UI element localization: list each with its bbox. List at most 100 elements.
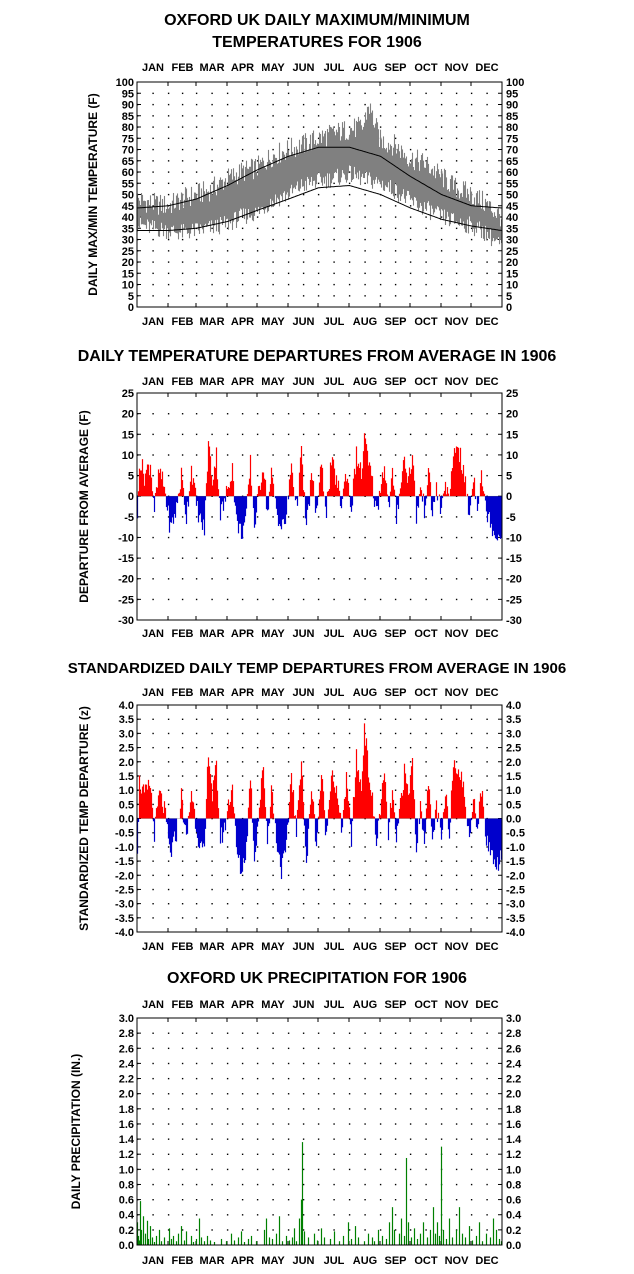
grid-dot: [348, 746, 351, 749]
grid-dot: [333, 1153, 335, 1155]
grid-dot: [364, 250, 366, 252]
grid-dot: [241, 1077, 244, 1080]
month-label-bottom: SEP: [384, 941, 406, 953]
y-tick-left: -3.0: [115, 899, 134, 911]
grid-dot: [455, 103, 458, 106]
grid-dot: [241, 718, 244, 720]
grid-dot: [333, 227, 335, 230]
grid-dot: [226, 903, 229, 905]
grid-dot: [348, 860, 351, 862]
grid-dot: [272, 283, 274, 286]
grid-dot: [302, 832, 305, 834]
grid-dot: [287, 746, 290, 749]
y-tick-left: 65: [122, 156, 134, 168]
grid-dot: [379, 1153, 382, 1155]
grid-dot: [181, 732, 184, 735]
grid-dot: [486, 148, 488, 151]
month-label-top: AUG: [353, 999, 377, 1011]
grid-dot: [302, 103, 305, 106]
grid-dot: [409, 860, 412, 862]
grid-dot: [226, 160, 229, 162]
grid-dot: [455, 193, 458, 196]
grid-dot: [317, 433, 320, 436]
grid-dot: [181, 238, 184, 241]
grid-dot: [317, 1138, 320, 1140]
grid-dot: [425, 1229, 427, 1231]
grid-dot: [272, 261, 274, 263]
month-label-top: MAY: [261, 687, 285, 699]
grid-dot: [317, 1077, 320, 1080]
grid-dot: [317, 193, 320, 196]
grid-dot: [152, 903, 154, 905]
grid-dot: [486, 171, 488, 173]
grid-dot: [241, 888, 244, 891]
grid-dot: [195, 137, 198, 140]
grid-dot: [333, 516, 335, 518]
grid-dot: [302, 888, 305, 891]
month-label-top: OCT: [414, 687, 438, 699]
grid-dot: [470, 126, 473, 128]
y-tick-right: 4.0: [506, 700, 521, 712]
grid-dot: [486, 746, 488, 749]
month-label-bottom: AUG: [353, 1255, 377, 1267]
grid-dot: [211, 103, 213, 106]
grid-dot: [287, 832, 290, 834]
grid-dot: [226, 283, 229, 286]
grid-dot: [379, 1168, 382, 1171]
grid-dot: [226, 1123, 229, 1125]
grid-dot: [195, 917, 198, 919]
grid-dot: [317, 126, 320, 128]
y-tick-right: 100: [506, 77, 524, 89]
grid-dot: [348, 761, 351, 763]
grid-dot: [364, 1138, 366, 1140]
y-tick-left: 75: [122, 133, 134, 145]
grid-dot: [256, 789, 259, 791]
grid-dot: [167, 182, 170, 185]
grid-dot: [486, 250, 488, 252]
grid-dot: [287, 789, 290, 791]
month-label-bottom: SEP: [384, 1255, 406, 1267]
grid-dot: [241, 557, 244, 559]
grid-dot: [333, 216, 335, 218]
grid-dot: [440, 803, 443, 806]
grid-dot: [455, 1214, 458, 1216]
grid-dot: [425, 413, 427, 415]
grid-dot: [348, 1214, 351, 1216]
grid-dot: [440, 888, 443, 891]
grid-dot: [167, 775, 170, 777]
grid-dot: [226, 1093, 229, 1095]
grid-dot: [425, 1199, 427, 1201]
grid-dot: [211, 261, 213, 263]
grid-dot: [256, 1108, 259, 1110]
grid-dot: [379, 1032, 382, 1034]
grid-dot: [455, 171, 458, 173]
grid-dot: [241, 1123, 244, 1125]
grid-dot: [226, 761, 229, 763]
month-label-top: JUN: [292, 999, 314, 1011]
grid-dot: [455, 557, 458, 559]
grid-dot: [317, 789, 320, 791]
grid-dot: [272, 860, 274, 862]
month-label-top: NOV: [445, 62, 470, 74]
grid-dot: [440, 789, 443, 791]
y-tick-right: -25: [506, 594, 522, 606]
y-tick-right: -1.5: [506, 856, 525, 868]
grid-dot: [486, 1062, 488, 1065]
grid-dot: [470, 874, 473, 877]
y-tick-right: 0.2: [506, 1225, 521, 1237]
grid-dot: [167, 789, 170, 791]
grid-dot: [167, 860, 170, 862]
grid-dot: [287, 126, 290, 128]
grid-dot: [226, 250, 229, 252]
grid-dot: [486, 1168, 488, 1171]
grid-dot: [333, 1093, 335, 1095]
grid-dot: [317, 1047, 320, 1050]
grid-dot: [317, 261, 320, 263]
month-label-top: DEC: [475, 999, 498, 1011]
grid-dot: [470, 1062, 473, 1065]
grid-dot: [379, 1229, 382, 1231]
month-label-top: APR: [231, 62, 254, 74]
grid-dot: [409, 832, 412, 834]
grid-dot: [409, 557, 412, 559]
grid-dot: [241, 803, 244, 806]
